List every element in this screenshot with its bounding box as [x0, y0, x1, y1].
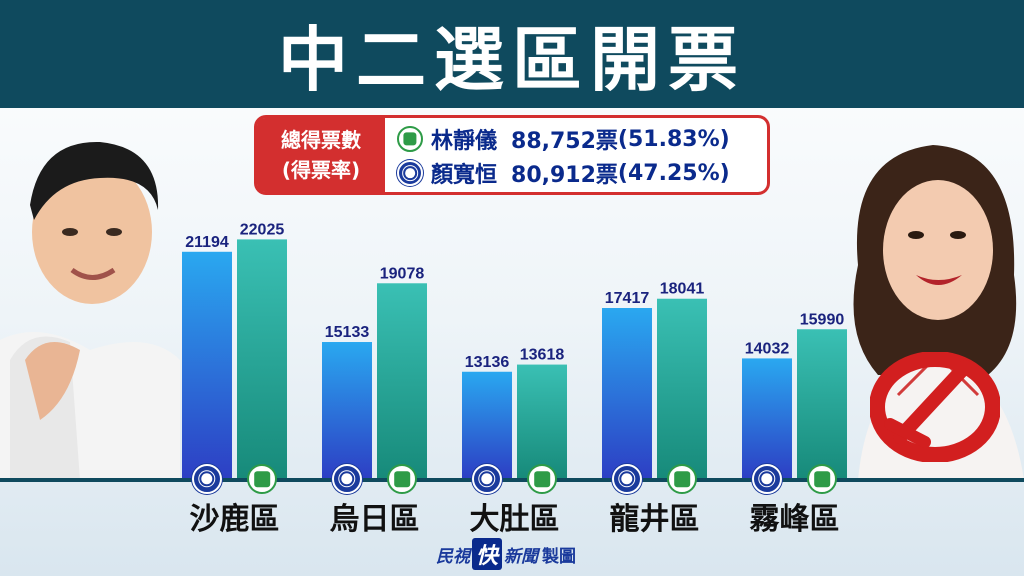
bar-kmt-2 [462, 371, 512, 478]
bar-value-label: 18041 [660, 281, 705, 298]
kmt-icon [472, 464, 502, 494]
bar-kmt-4 [742, 358, 792, 478]
dpp-icon [247, 464, 277, 494]
bar-dpp-4 [797, 329, 847, 478]
category-label: 大肚區 [469, 502, 560, 537]
dpp-icon [527, 464, 557, 494]
chart-baseline [0, 478, 1024, 482]
bar-value-label: 15133 [325, 324, 370, 341]
vote-summary-box: 總得票數 (得票率) 林靜儀 88,752票 (51.83%) 顏寬恒 80,9… [254, 115, 770, 195]
bar-value-label: 13618 [520, 347, 565, 364]
source-credit-part3: 新聞 [504, 546, 539, 567]
candidate-name: 林靜儀 [431, 129, 498, 154]
bar-kmt-1 [322, 342, 372, 478]
category-label: 烏日區 [329, 502, 420, 537]
summary-label-line1: 總得票數 [281, 128, 361, 152]
kmt-icon [192, 464, 222, 494]
candidate-votes: 80,912票 [511, 163, 618, 188]
source-credit: 民視 快 新聞 製圖 [436, 538, 576, 570]
kmt-icon [612, 464, 642, 494]
bar-dpp-3 [657, 298, 707, 478]
bar-value-label: 14032 [745, 340, 790, 357]
bar-value-label: 15990 [800, 311, 845, 328]
candidate-percentage: (47.25%) [617, 160, 730, 186]
bar-value-label: 22025 [240, 221, 285, 238]
bar-value-label: 17417 [605, 290, 650, 307]
page-title: 中二選區開票 [278, 18, 746, 101]
bar-value-label: 13136 [465, 354, 510, 371]
category-label: 沙鹿區 [189, 502, 280, 537]
candidate-percentage: (51.83%) [617, 126, 730, 152]
elected-stamp-icon [870, 352, 1000, 462]
source-credit-part1: 民視 [436, 546, 470, 567]
bar-value-label: 19078 [380, 265, 425, 282]
bar-kmt-0 [182, 251, 232, 478]
category-label: 霧峰區 [749, 502, 840, 537]
summary-label: 總得票數 (得票率) [257, 118, 385, 192]
bar-value-label: 21194 [185, 234, 229, 251]
candidate-portrait-left [0, 120, 180, 480]
dpp-icon [387, 464, 417, 494]
source-credit-part2: 快 [472, 538, 503, 570]
kmt-icon [752, 464, 782, 494]
dpp-icon [807, 464, 837, 494]
dpp-icon [667, 464, 697, 494]
summary-row-candidate-2: 顏寬恒 80,912票 (47.25%) [397, 156, 730, 190]
candidate-votes: 88,752票 [511, 129, 618, 154]
bar-dpp-2 [517, 364, 567, 478]
dpp-icon [397, 126, 423, 152]
candidate-portrait-right [838, 115, 1024, 480]
kmt-icon [332, 464, 362, 494]
title-bar: 中二選區開票 [0, 0, 1024, 108]
bar-kmt-3 [602, 308, 652, 478]
bar-dpp-1 [377, 283, 427, 478]
summary-label-line2: (得票率) [281, 158, 361, 182]
summary-row-candidate-1: 林靜儀 88,752票 (51.83%) [397, 122, 730, 156]
category-label: 龍井區 [609, 502, 700, 537]
bar-dpp-0 [237, 239, 287, 478]
candidate-name: 顏寬恒 [431, 163, 498, 188]
kmt-icon [397, 160, 423, 186]
source-credit-part4: 製圖 [542, 546, 577, 567]
